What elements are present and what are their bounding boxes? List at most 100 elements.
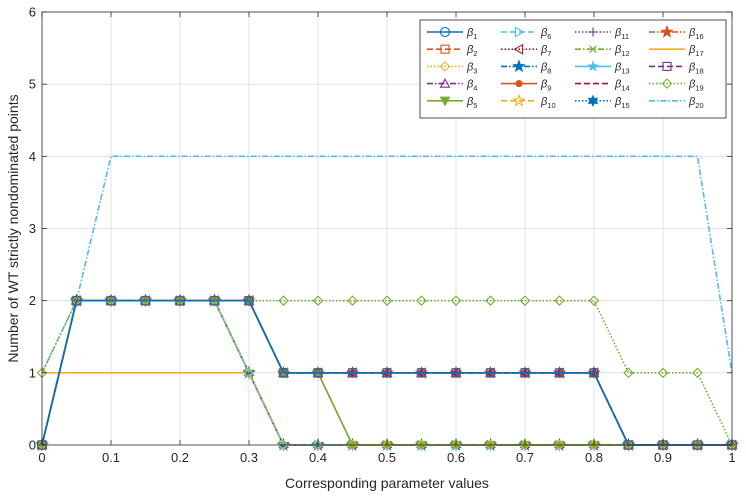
point-beta-19-18 (657, 367, 669, 379)
legend-label-sub-beta-17: 17 (695, 49, 703, 58)
legend-label-sub-beta-5: 5 (473, 101, 477, 110)
legend-label-sub-beta-8: 8 (547, 66, 551, 75)
legend-label-beta-9: β9 (540, 79, 551, 93)
legend-marker-beta-6 (514, 26, 525, 38)
legend-label-sub-beta-14: 14 (621, 84, 629, 93)
legend-label-sub-beta-20: 20 (695, 101, 703, 110)
legend-marker-beta-18 (662, 61, 672, 71)
point-beta-1-4 (174, 295, 186, 306)
legend-marker-beta-19 (661, 78, 673, 89)
point-beta-19-8 (312, 295, 324, 306)
point-beta-1-6 (243, 295, 255, 306)
legend-marker-beta-2 (440, 44, 450, 54)
legend-label-sub-beta-12: 12 (621, 49, 629, 58)
legend-entry-beta-7: β7 (501, 43, 551, 58)
point-beta-1-10 (381, 367, 393, 378)
point-beta-3-11 (416, 439, 427, 451)
point-beta-3-9 (347, 439, 358, 451)
legend-entry-beta-9: β9 (501, 79, 551, 93)
legend-entry-beta-6: β6 (501, 26, 551, 41)
legend-label-sub-beta-10: 10 (547, 101, 555, 110)
x-tick-label-4: 0.4 (309, 450, 327, 465)
y-tick-label-5: 5 (29, 77, 36, 92)
legend-marker-beta-15 (587, 94, 599, 108)
point-beta-19-16 (588, 295, 600, 306)
point-beta-1-7 (278, 367, 289, 378)
point-beta-1-8 (312, 367, 324, 378)
legend-entry-beta-1: β1 (427, 26, 477, 41)
legend-marker-beta-8 (512, 59, 526, 73)
legend-label-beta-2: β2 (466, 44, 477, 58)
legend-label-beta-7: β7 (540, 44, 551, 58)
legend-marker-beta-3 (439, 61, 451, 72)
point-beta-1-12 (450, 367, 462, 378)
point-beta-19-7 (278, 295, 289, 306)
legend-label-beta-4: β4 (466, 79, 477, 93)
y-tick-label-4: 4 (29, 149, 36, 164)
point-beta-19-15 (554, 295, 565, 306)
series-beta-1 (36, 295, 738, 451)
legend-label-sub-beta-18: 18 (695, 66, 703, 75)
series-line-beta-1 (41, 299, 732, 446)
legend-label-sub-beta-4: 4 (473, 84, 477, 93)
point-beta-19-19 (692, 367, 703, 379)
legend-box (419, 19, 727, 119)
x-tick-label-1: 0.1 (102, 450, 120, 465)
y-axis-label: Number of WT strictly nondominated point… (5, 94, 21, 362)
legend-entry-beta-4: β4 (427, 77, 477, 93)
point-beta-1-16 (588, 367, 600, 378)
point-beta-1-9 (347, 367, 358, 378)
x-axis-label: Corresponding parameter values (285, 475, 489, 491)
legend-label-sub-beta-2: 2 (473, 49, 477, 58)
point-beta-3-8 (312, 439, 324, 451)
legend-entry-beta-2: β2 (427, 44, 477, 58)
legend-label-beta-3: β3 (466, 61, 477, 75)
legend-label-sub-beta-3: 3 (473, 66, 477, 75)
legend-label-sub-beta-6: 6 (547, 32, 551, 41)
legend-label-beta-8: β8 (540, 61, 551, 75)
legend-marker-beta-12 (589, 45, 597, 54)
point-beta-1-3 (140, 295, 151, 306)
legend-label-sub-beta-1: 1 (473, 32, 477, 41)
legend-label-sub-beta-11: 11 (621, 32, 629, 41)
legend-label-sub-beta-13: 13 (621, 66, 629, 75)
legend-marker-beta-9 (515, 80, 523, 88)
point-beta-3-10 (381, 439, 393, 451)
legend-marker-beta-5 (439, 96, 451, 107)
legend: β1β2β3β4β5β6β7β8β9β10β11β12β13β14β15β16β… (419, 19, 727, 119)
legend-marker-beta-16 (660, 24, 674, 38)
legend-entry-beta-8: β8 (501, 59, 551, 75)
legend-label-beta-5: β5 (466, 96, 477, 110)
point-beta-3-12 (450, 439, 462, 451)
point-beta-1-2 (105, 295, 117, 306)
x-tick-label-2: 0.2 (171, 450, 189, 465)
point-beta-3-16 (588, 439, 600, 451)
legend-marker-beta-7 (513, 43, 524, 55)
point-beta-19-17 (623, 367, 634, 379)
point-beta-1-5 (209, 295, 220, 306)
legend-marker-beta-10 (512, 93, 526, 107)
y-tick-label-3: 3 (29, 221, 36, 236)
x-tick-label-5: 0.5 (378, 450, 396, 465)
point-beta-1-11 (416, 367, 427, 378)
y-tick-label-6: 6 (29, 5, 36, 20)
point-beta-3-14 (519, 439, 531, 451)
legend-label-sub-beta-15: 15 (621, 101, 629, 110)
legend-label-sub-beta-16: 16 (695, 32, 703, 41)
point-beta-1-1 (71, 295, 82, 306)
point-beta-3-13 (485, 439, 496, 451)
legend-label-beta-6: β6 (540, 27, 551, 41)
point-beta-3-15 (554, 439, 565, 451)
point-beta-1-14 (519, 367, 531, 378)
y-tick-label-2: 2 (29, 293, 36, 308)
point-beta-3-6 (243, 367, 255, 379)
legend-marker-beta-1 (439, 26, 451, 38)
x-tick-label-7: 0.7 (516, 450, 534, 465)
point-beta-1-13 (485, 367, 496, 378)
x-tick-label-3: 0.3 (240, 450, 258, 465)
legend-entry-beta-3: β3 (427, 61, 477, 75)
legend-entry-beta-5: β5 (427, 96, 477, 110)
legend-label-sub-beta-9: 9 (547, 84, 551, 93)
point-beta-19-14 (519, 295, 531, 306)
